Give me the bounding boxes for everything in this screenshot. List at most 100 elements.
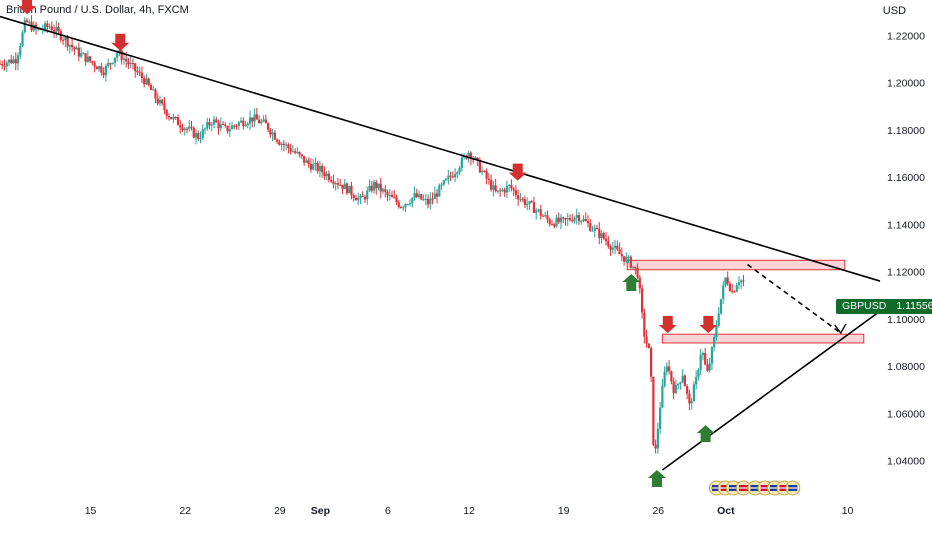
candle-body	[600, 233, 603, 238]
candle-body	[316, 163, 319, 172]
candle-body	[417, 194, 421, 197]
candle-body	[573, 217, 576, 222]
candle-body	[440, 184, 443, 186]
candle-body	[289, 148, 292, 152]
candle-body	[206, 122, 209, 129]
candle-body	[203, 128, 207, 130]
candle-body	[381, 189, 385, 192]
candle-body	[305, 160, 308, 163]
candle-body	[384, 189, 387, 192]
candle-body	[650, 348, 653, 377]
sell-arrow-4	[658, 316, 677, 334]
candle-body	[566, 218, 569, 220]
x-tick-label: 19	[558, 505, 570, 517]
candle-body	[107, 63, 110, 67]
y-tick-label: 1.14000	[887, 219, 925, 231]
candle-body	[510, 185, 513, 189]
candle-body	[363, 196, 367, 200]
candle-body	[598, 228, 601, 238]
candle-body	[505, 186, 509, 193]
candle-body	[490, 179, 493, 190]
buy-arrow-3	[696, 425, 715, 443]
flag-stripe	[788, 487, 798, 489]
candle-body	[156, 98, 159, 104]
current-price-label[interactable]: GBPUSD 1.11556	[836, 299, 932, 314]
y-tick-label: 1.06000	[887, 408, 925, 420]
candle-body	[212, 119, 216, 125]
candle-body	[701, 353, 705, 355]
candle-body	[731, 290, 734, 292]
candle-body	[120, 50, 123, 60]
candle-body	[668, 366, 671, 372]
candle-body	[366, 190, 369, 200]
candle-body	[273, 132, 276, 140]
candle-body	[280, 143, 283, 145]
flag-stripe	[720, 487, 730, 489]
candle-body	[453, 174, 457, 178]
candle-body	[264, 119, 267, 124]
candle-body	[715, 326, 718, 338]
candle-body	[271, 132, 274, 135]
candle-body	[116, 53, 119, 58]
candle-body	[595, 228, 599, 230]
candle-body	[557, 217, 560, 223]
candle-body	[352, 195, 355, 199]
candle-body	[86, 56, 89, 62]
candle-body	[548, 219, 551, 225]
y-tick-label: 1.22000	[887, 30, 925, 42]
candle-body	[562, 217, 565, 219]
candle-body	[282, 143, 285, 145]
event-flag-icon[interactable]	[785, 480, 801, 496]
candle-body	[564, 218, 567, 220]
flag-stripe	[779, 487, 789, 489]
candle-body	[692, 384, 696, 402]
candle-body	[699, 354, 702, 370]
candle-body	[476, 157, 479, 161]
candle-body	[361, 196, 364, 198]
candle-body	[706, 364, 709, 371]
candle-body	[593, 228, 596, 231]
candle-body	[375, 181, 378, 189]
upper-resistance-zone	[626, 259, 846, 271]
flag-stripe	[711, 487, 721, 489]
candle-body	[21, 32, 24, 46]
candle-body	[194, 132, 198, 138]
candle-body	[674, 385, 677, 394]
candle-body	[503, 189, 506, 193]
x-tick-label: 15	[85, 505, 97, 517]
candle-body	[422, 199, 425, 201]
descending-resistance	[0, 15, 881, 282]
candle-body	[152, 89, 155, 91]
candle-body	[609, 246, 612, 250]
event-icons[interactable]	[708, 480, 801, 496]
candle-body	[517, 195, 520, 200]
sell-arrow-3	[508, 163, 527, 181]
candle-body	[330, 179, 333, 182]
candle-body	[469, 152, 472, 159]
candle-body	[140, 72, 144, 78]
candle-body	[496, 190, 500, 192]
candle-body	[404, 204, 407, 208]
y-tick-label: 1.18000	[887, 125, 925, 137]
candle-body	[61, 39, 65, 41]
candle-body	[136, 70, 139, 73]
candle-body	[179, 125, 182, 128]
candle-body	[435, 193, 439, 197]
signal-arrows	[18, 0, 718, 488]
flag-stripe	[750, 487, 760, 489]
candle-body	[411, 197, 414, 204]
candle-body	[611, 247, 614, 250]
candle-body	[449, 175, 452, 177]
candle-body	[267, 123, 270, 130]
candle-body	[553, 224, 556, 227]
y-tick-label: 1.16000	[887, 172, 925, 184]
trendlines	[0, 15, 893, 471]
candle-body	[613, 245, 617, 248]
chart-title: British Pound / U.S. Dollar, 4h, FXCM	[6, 4, 189, 16]
candle-body	[523, 199, 527, 206]
candle-body	[341, 184, 344, 189]
candle-body	[98, 66, 101, 70]
candle-body	[89, 56, 92, 62]
candle-body	[134, 63, 137, 71]
